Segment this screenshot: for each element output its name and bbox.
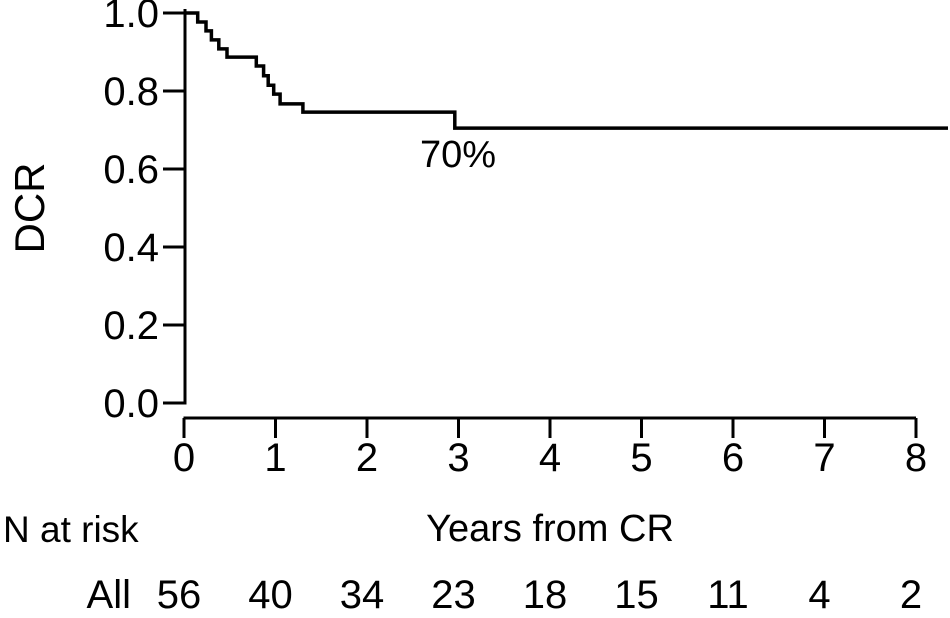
x-axis-title: Years from CR <box>426 508 674 550</box>
y-tick-label: 0.2 <box>103 304 159 348</box>
plateau-annotation: 70% <box>420 134 496 176</box>
n-at-risk-header: N at risk <box>3 509 139 550</box>
survival-curve <box>186 11 948 130</box>
x-tick-label: 4 <box>539 436 561 480</box>
risk-count: 18 <box>522 573 568 617</box>
chart-canvas: 1.0 0.8 0.6 0.4 0.2 0.0 0 1 2 3 4 5 6 7 8 DCR 70% <box>6 0 948 480</box>
y-tick-label: 0.4 <box>103 226 159 270</box>
risk-count: 56 <box>156 573 202 617</box>
x-tick-label: 5 <box>630 436 652 480</box>
risk-count: 34 <box>339 573 385 617</box>
x-tick-label: 8 <box>905 436 927 480</box>
risk-count: 4 <box>808 573 831 617</box>
x-tick-label: 6 <box>722 436 744 480</box>
risk-count: 11 <box>707 573 749 617</box>
risk-group-label: All <box>86 573 131 617</box>
y-tick-label: 1.0 <box>103 0 159 36</box>
x-tick-label: 0 <box>173 436 195 480</box>
x-axis-ticks: 0 1 2 3 4 5 6 7 8 <box>173 418 927 480</box>
y-axis-ticks: 1.0 0.8 0.6 0.4 0.2 0.0 <box>103 0 187 426</box>
x-tick-label: 2 <box>356 436 378 480</box>
risk-count: 15 <box>614 573 659 617</box>
y-tick-label: 0.0 <box>103 382 159 426</box>
risk-count: 23 <box>431 573 476 617</box>
y-tick-label: 0.6 <box>103 148 159 192</box>
x-tick-label: 1 <box>264 436 286 480</box>
y-axis-title: DCR <box>6 163 53 254</box>
y-tick-label: 0.8 <box>103 70 159 114</box>
x-tick-label: 7 <box>813 436 835 480</box>
x-tick-label: 3 <box>447 436 469 480</box>
risk-count: 40 <box>248 573 293 617</box>
risk-count: 2 <box>899 573 923 617</box>
